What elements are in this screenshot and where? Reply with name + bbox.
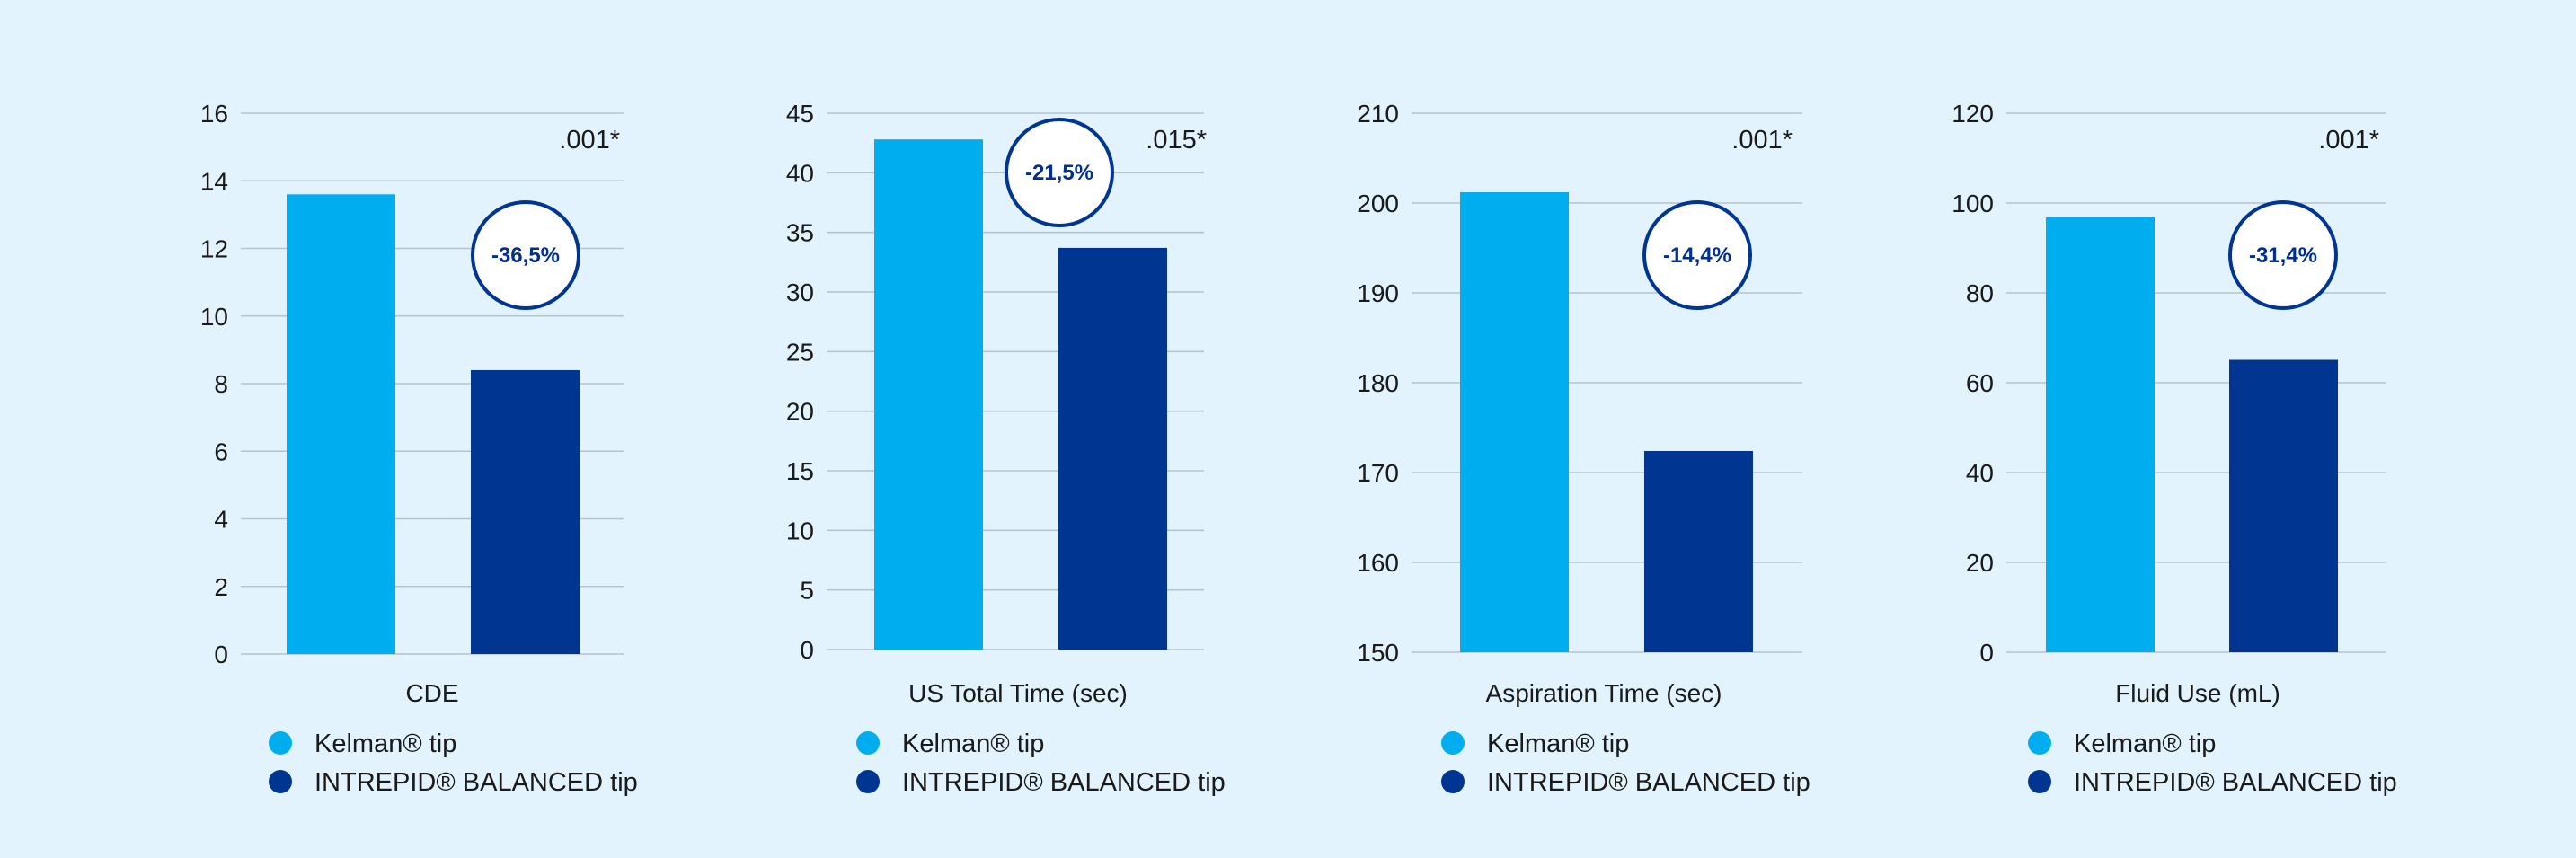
y-tick-label: 45: [786, 100, 814, 128]
p-value-label: .001*: [1731, 126, 1793, 155]
y-tick-label: 6: [214, 438, 228, 465]
legend-label-kelman: Kelman® tip: [1487, 730, 1629, 758]
difference-badge-label: -36,5%: [491, 243, 560, 268]
y-tick-label: 200: [1357, 190, 1399, 217]
y-tick-label: 10: [786, 517, 814, 544]
y-tick-label: 40: [1966, 459, 1994, 487]
y-tick-label: 10: [200, 303, 228, 331]
chart-4: 0 20 40 60 80 100 120 .001* -31,4% Fluid Use (mL)…: [1952, 100, 2397, 797]
y-tick-label: 35: [786, 219, 814, 247]
y-tick-label: 14: [200, 167, 228, 195]
bar-intrepid: [471, 369, 580, 654]
legend-label-intrepid: INTREPID® BALANCED tip: [902, 768, 1226, 797]
y-tick-label: 180: [1357, 369, 1399, 397]
bar-intrepid: [1058, 247, 1167, 650]
difference-badge-label: -21,5%: [1025, 161, 1093, 185]
y-tick-label: 20: [1966, 549, 1994, 577]
legend-marker-intrepid: [269, 770, 292, 793]
chart-2: 0 5 10 15 20 25 30 35 40 45 .015* -21,5% US Total Ti…: [786, 100, 1226, 797]
y-tick-label: 5: [800, 577, 814, 605]
chart-3: 150 160 170 180 190 200 210 .001* -14,4% Aspirati…: [1357, 100, 1810, 797]
legend-marker-intrepid: [1441, 770, 1465, 793]
legend-marker-kelman: [269, 731, 292, 755]
y-tick-label: 25: [786, 338, 814, 366]
chart-1: 0 2 4 6 8 10 12 14 16 .001* -36,5% CDE Kelman® tip IN…: [200, 100, 638, 797]
difference-badge-label: -31,4%: [2249, 243, 2317, 268]
y-tick-label: 20: [786, 398, 814, 426]
y-tick-label: 2: [214, 573, 228, 601]
legend-label-kelman: Kelman® tip: [314, 730, 456, 758]
y-tick-label: 160: [1357, 549, 1399, 577]
p-value-label: .015*: [1146, 126, 1207, 155]
x-axis-label: Fluid Use (mL): [2115, 679, 2280, 707]
y-tick-label: 0: [214, 641, 228, 668]
y-tick-label: 150: [1357, 639, 1399, 667]
y-tick-label: 15: [786, 457, 814, 485]
legend-marker-intrepid: [856, 770, 880, 793]
y-tick-label: 4: [214, 506, 228, 534]
bar-intrepid: [2229, 359, 2338, 652]
legend-label-intrepid: INTREPID® BALANCED tip: [314, 768, 638, 797]
bar-kelman: [874, 139, 983, 650]
y-tick-label: 190: [1357, 279, 1399, 307]
p-value-label: .001*: [559, 126, 620, 155]
difference-badge-label: -14,4%: [1663, 243, 1731, 268]
difference-badge: [471, 200, 580, 310]
y-tick-label: 60: [1966, 369, 1994, 397]
y-tick-label: 100: [1952, 190, 1994, 217]
x-axis-label: US Total Time (sec): [908, 679, 1128, 707]
y-tick-label: 0: [800, 636, 814, 664]
legend-label-kelman: Kelman® tip: [902, 730, 1044, 758]
legend-marker-kelman: [2028, 731, 2051, 755]
bar-kelman: [2046, 217, 2155, 652]
y-tick-label: 210: [1357, 100, 1399, 128]
x-axis-label: CDE: [405, 679, 458, 707]
p-value-label: .001*: [2318, 126, 2379, 155]
legend-label-kelman: Kelman® tip: [2074, 730, 2216, 758]
y-tick-label: 120: [1952, 100, 1994, 128]
y-tick-label: 0: [1979, 639, 1994, 667]
bar-intrepid: [1644, 451, 1753, 652]
y-tick-label: 170: [1357, 459, 1399, 487]
y-tick-label: 80: [1966, 279, 1994, 307]
difference-badge: [1005, 118, 1114, 227]
difference-badge: [1642, 200, 1752, 310]
bar-kelman: [1460, 192, 1569, 652]
y-tick-label: 12: [200, 235, 228, 263]
y-tick-label: 40: [786, 159, 814, 187]
difference-badge: [2228, 200, 2338, 310]
legend-label-intrepid: INTREPID® BALANCED tip: [2074, 768, 2397, 797]
bar-kelman: [287, 194, 395, 655]
legend-marker-kelman: [1441, 731, 1465, 755]
legend-label-intrepid: INTREPID® BALANCED tip: [1487, 768, 1810, 797]
legend-marker-intrepid: [2028, 770, 2051, 793]
y-tick-label: 8: [214, 370, 228, 398]
x-axis-label: Aspiration Time (sec): [1486, 679, 1722, 707]
y-tick-label: 16: [200, 100, 228, 128]
legend-marker-kelman: [856, 731, 880, 755]
y-tick-label: 30: [786, 279, 814, 306]
